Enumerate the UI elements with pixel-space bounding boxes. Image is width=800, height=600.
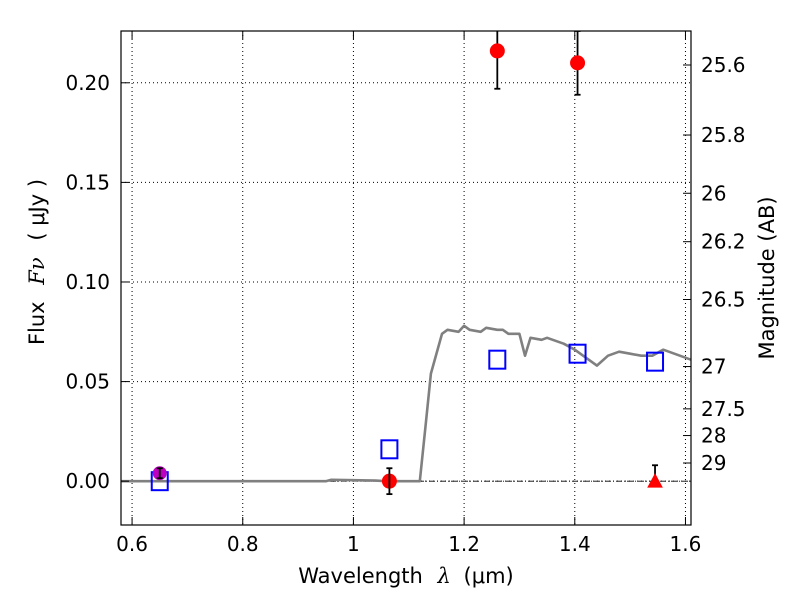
- y-axis-label-unit: ( μJy ): [25, 179, 49, 241]
- y-tick-label: 0.15: [65, 170, 110, 194]
- y-axis-label-symbol: Fν: [25, 257, 49, 286]
- detection-point: [570, 55, 586, 71]
- x-tick-label: 1.6: [670, 532, 702, 556]
- y-tick-label: 0.05: [65, 370, 110, 394]
- y-axis-label: Flux Fν ( μJy ): [25, 179, 49, 345]
- template-spectrum-line: [121, 324, 691, 483]
- plot-area: [121, 31, 691, 496]
- y-tick-label: 0.00: [65, 469, 110, 493]
- magnitude-tick-label: 25.6: [701, 53, 746, 77]
- y-tick-label: 0.10: [65, 270, 110, 294]
- x-tick-label: 1.4: [559, 532, 591, 556]
- x-tick-label: 1: [347, 532, 360, 556]
- model-point-square: [568, 343, 587, 364]
- magnitude-tick-label: 26.2: [701, 230, 746, 254]
- magnitude-axis-label: Magnitude (AB): [755, 196, 779, 359]
- y-tick-label: 0.20: [65, 71, 110, 95]
- detection-point: [489, 43, 505, 59]
- magnitude-tick-label: 25.8: [701, 123, 746, 147]
- x-tick-label: 0.8: [227, 532, 259, 556]
- x-axis-label: Wavelength λ (μm): [298, 564, 513, 588]
- axes-ticks: 0.6 0.8 1 1.2 1.4 1.6 0.00 0.05 0.10 0.15 0.20 25.6…: [65, 31, 746, 556]
- x-axis-label-symbol: λ: [437, 564, 451, 588]
- x-axis-label-unit: (μm): [464, 564, 514, 588]
- x-axis-label-text: Wavelength: [298, 564, 423, 588]
- upper-limit-triangle: [647, 473, 663, 488]
- magnitude-tick-label: 26: [701, 181, 726, 205]
- y-axis-label-text: Flux: [25, 301, 49, 345]
- magnitude-tick-label: 26.5: [701, 288, 746, 312]
- model-point-square: [488, 349, 507, 370]
- x-tick-label: 1.2: [448, 532, 480, 556]
- magnitude-tick-label: 28: [701, 424, 726, 448]
- magnitude-tick-label: 27: [701, 355, 726, 379]
- model-point-square: [646, 351, 665, 372]
- plot-frame: [120, 30, 692, 526]
- grid: [121, 31, 691, 525]
- model-point-square: [380, 439, 399, 460]
- magnitude-tick-label: 27.5: [701, 397, 746, 421]
- magnitude-tick-label: 29: [701, 451, 726, 475]
- x-tick-label: 0.6: [116, 532, 148, 556]
